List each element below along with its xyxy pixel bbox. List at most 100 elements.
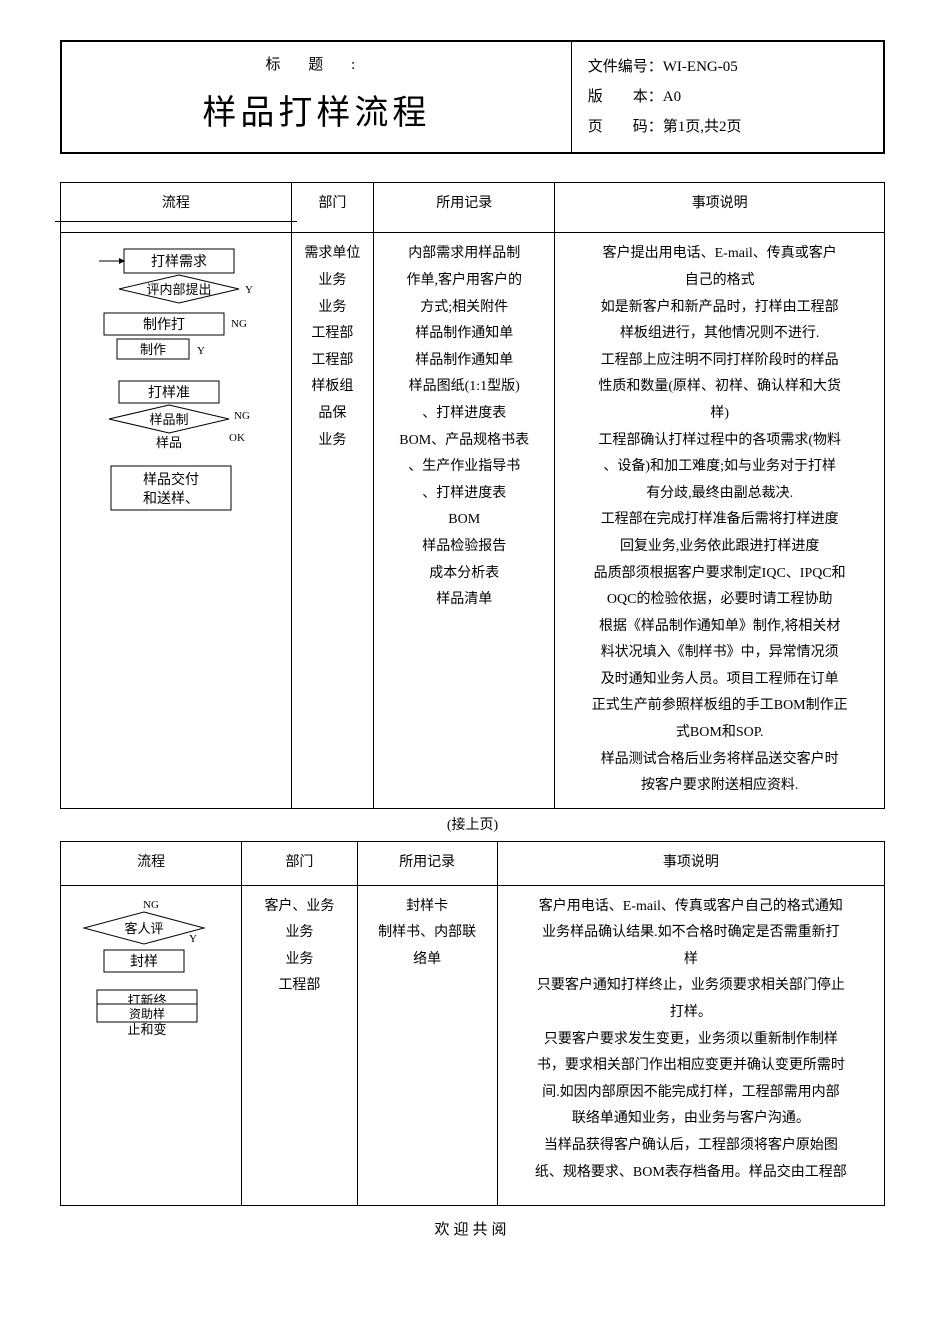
d1-7: 业务 (302, 428, 363, 455)
fn-n1: 打样需求 (151, 253, 207, 270)
fn-n2: 评内部提出 (146, 282, 211, 297)
s1-18: 式BOM和SOP. (565, 720, 874, 747)
s2-4: 打样。 (508, 1000, 874, 1027)
table2-header-row: 流程 部门 所用记录 事项说明 (61, 842, 885, 885)
th-flow-label: 流程 (65, 193, 287, 221)
s2-0: 客户用电话、E-mail、传真或客户自己的格式通知 (508, 894, 874, 921)
fn-n7: 样品 (156, 435, 182, 450)
docnum-row: 文件编号：WI-ENG-05 (588, 52, 867, 82)
r1-11: 样品检验报告 (384, 534, 544, 561)
d1-2: 业务 (302, 295, 363, 322)
header-title-cell: 标 题 : 样品打样流程 (61, 41, 571, 153)
r1-12: 成本分析表 (384, 561, 544, 588)
s1-0: 客户提出用电话、E-mail、传真或客户 (565, 241, 874, 268)
r1-6: 、打样进度表 (384, 401, 544, 428)
fn-n8a: 样品交付 (143, 471, 199, 488)
s1-11: 回复业务,业务依此跟进打样进度 (565, 534, 874, 561)
r1-0: 内部需求用样品制 (384, 241, 544, 268)
th-record: 所用记录 (374, 183, 555, 233)
s1-3: 样板组进行，其他情况则不进行. (565, 321, 874, 348)
docnum-value: WI-ENG-05 (663, 59, 738, 75)
fn2-y: Y (189, 933, 197, 945)
version-label: 版 本： (588, 82, 663, 112)
s1-1: 自己的格式 (565, 268, 874, 295)
th2-desc: 事项说明 (497, 842, 884, 885)
s1-9: 有分歧,最终由副总裁决. (565, 481, 874, 508)
r1-13: 样品清单 (384, 587, 544, 614)
table2-body-row: NG 客人评 Y 封样 打新终 资助样 止和变 客户、业务 业务 业务 工程部 (61, 885, 885, 1205)
fn-ok: OK (229, 432, 245, 444)
fn-n6: 样品制 (149, 412, 188, 427)
table1-header-row: 流程 部门 所用记录 事项说明 (61, 183, 885, 233)
s2-8: 联络单通知业务，由业务与客户沟通。 (508, 1106, 874, 1133)
th-dept: 部门 (291, 183, 373, 233)
r2-2: 络单 (368, 947, 487, 974)
fn2-n3b: 资助样 (129, 1006, 165, 1021)
s2-2: 样 (508, 947, 874, 974)
r2-1: 制样书、内部联 (368, 920, 487, 947)
fn-n4: 制作 (140, 342, 166, 357)
d1-5: 样板组 (302, 374, 363, 401)
s1-19: 样品测试合格后业务将样品送交客户时 (565, 747, 874, 774)
r1-2: 方式;相关附件 (384, 295, 544, 322)
version-row: 版 本：A0 (588, 82, 867, 112)
s1-2: 如是新客户和新产品时，打样由工程部 (565, 295, 874, 322)
s1-15: 料状况填入《制样书》中，异常情况须 (565, 640, 874, 667)
d1-0: 需求单位 (302, 241, 363, 268)
r1-7: BOM、产品规格书表 (384, 428, 544, 455)
th-flow-underline (55, 221, 297, 222)
dept-cell-1: 需求单位 业务 业务 工程部 工程部 样板组 品保 业务 (291, 233, 373, 808)
dept-cell-2: 客户、业务 业务 业务 工程部 (242, 885, 357, 1205)
th2-flow: 流程 (61, 842, 242, 885)
r2-0: 封样卡 (368, 894, 487, 921)
s1-10: 工程部在完成打样准备后需将打样进度 (565, 507, 874, 534)
desc-cell-1: 客户提出用电话、E-mail、传真或客户 自己的格式 如是新客户和新产品时，打样… (555, 233, 885, 808)
s2-9: 当样品获得客户确认后，工程部须将客户原始图 (508, 1133, 874, 1160)
r1-9: 、打样进度表 (384, 481, 544, 508)
fn-y1: Y (245, 284, 253, 296)
r1-4: 样品制作通知单 (384, 348, 544, 375)
header-meta-cell: 文件编号：WI-ENG-05 版 本：A0 页 码：第1页,共2页 (571, 41, 884, 153)
s1-4: 工程部上应注明不同打样阶段时的样品 (565, 348, 874, 375)
page-row: 页 码：第1页,共2页 (588, 112, 867, 142)
s1-13: OQC的检验依据，必要时请工程协助 (565, 587, 874, 614)
flow-diagram-2: NG 客人评 Y 封样 打新终 资助样 止和变 (61, 885, 242, 1205)
d1-6: 品保 (302, 401, 363, 428)
r1-8: 、生产作业指导书 (384, 454, 544, 481)
s1-8: 、设备)和加工难度;如与业务对于打样 (565, 454, 874, 481)
fn-ng1: NG (231, 318, 247, 330)
flow-svg-2: NG 客人评 Y 封样 打新终 资助样 止和变 (69, 894, 229, 1064)
s1-6: 样) (565, 401, 874, 428)
doc-header: 标 题 : 样品打样流程 文件编号：WI-ENG-05 版 本：A0 页 码：第… (60, 40, 885, 154)
page-value: 第1页,共2页 (663, 119, 742, 135)
table1-body-row: 打样需求 评内部提出 Y 制作打 NG 制作 Y 打样准 (61, 233, 885, 808)
r1-5: 样品图纸(1:1型版) (384, 374, 544, 401)
page-footer: 欢迎共阅 (60, 1218, 885, 1242)
d1-1: 业务 (302, 268, 363, 295)
process-table-2: 流程 部门 所用记录 事项说明 NG 客人评 Y 封样 (60, 841, 885, 1205)
s1-16: 及时通知业务人员。项目工程师在订单 (565, 667, 874, 694)
fn-n3: 制作打 (143, 316, 185, 333)
s2-5: 只要客户要求发生变更，业务须以重新制作制样 (508, 1027, 874, 1054)
d2-2: 业务 (252, 947, 346, 974)
fn-y2: Y (197, 345, 205, 357)
d1-3: 工程部 (302, 321, 363, 348)
th-desc: 事项说明 (555, 183, 885, 233)
s1-5: 性质和数量(原样、初样、确认样和大货 (565, 374, 874, 401)
flow-diagram-1: 打样需求 评内部提出 Y 制作打 NG 制作 Y 打样准 (61, 233, 292, 808)
version-value: A0 (663, 89, 681, 105)
fn2-ng: NG (143, 899, 159, 911)
s1-20: 按客户要求附送相应资料. (565, 773, 874, 800)
d2-3: 工程部 (252, 973, 346, 1000)
r1-1: 作单,客户用客户的 (384, 268, 544, 295)
process-table-1: 流程 部门 所用记录 事项说明 打样需求 (60, 182, 885, 809)
d2-1: 业务 (252, 920, 346, 947)
header-label: 标 题 : (78, 53, 555, 77)
s1-17: 正式生产前参照样板组的手工BOM制作正 (565, 693, 874, 720)
fn2-n3c: 止和变 (127, 1022, 166, 1037)
s1-12: 品质部须根据客户要求制定IQC、IPQC和 (565, 561, 874, 588)
s2-7: 间.如因内部原因不能完成打样，工程部需用内部 (508, 1080, 874, 1107)
s2-6: 书，要求相关部门作出相应变更并确认变更所需时 (508, 1053, 874, 1080)
fn-n5: 打样准 (148, 384, 190, 401)
d1-4: 工程部 (302, 348, 363, 375)
